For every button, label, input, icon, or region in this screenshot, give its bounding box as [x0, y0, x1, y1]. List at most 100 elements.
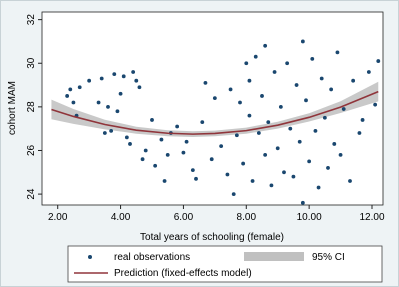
data-point — [288, 126, 293, 131]
data-point — [128, 142, 132, 146]
data-point — [291, 174, 296, 179]
y-axis-title: cohort MAM — [7, 81, 18, 135]
data-point — [175, 124, 180, 129]
data-point — [71, 100, 76, 105]
y-tick-label: 26 — [26, 144, 37, 156]
data-point — [209, 157, 214, 162]
data-point — [322, 115, 327, 120]
data-point — [162, 179, 167, 183]
data-point — [212, 96, 217, 101]
data-point — [300, 200, 305, 205]
data-point — [360, 118, 365, 122]
y-tick-label: 28 — [26, 101, 37, 113]
legend-marker — [88, 255, 92, 259]
data-point — [143, 148, 148, 153]
x-tick-label: 6.00 — [174, 212, 194, 223]
data-point — [351, 78, 356, 83]
data-point — [263, 152, 268, 157]
data-point — [275, 146, 280, 151]
data-point — [194, 176, 198, 181]
data-point — [165, 152, 170, 157]
data-point — [65, 94, 70, 98]
data-point — [263, 43, 268, 48]
data-point — [335, 50, 340, 55]
data-point — [373, 102, 378, 107]
y-tick-label: 24 — [26, 188, 37, 200]
data-point — [319, 76, 324, 81]
data-point — [285, 61, 290, 66]
data-point — [225, 172, 230, 177]
x-tick-label: 2.00 — [48, 212, 68, 223]
data-point — [184, 139, 189, 144]
data-point — [203, 80, 208, 85]
legend-label: real observations — [114, 252, 190, 263]
data-point — [121, 74, 126, 79]
x-tick-label: 4.00 — [111, 212, 131, 223]
data-point — [357, 131, 362, 135]
data-point — [131, 70, 136, 74]
data-point — [228, 87, 233, 92]
data-point — [338, 152, 343, 157]
data-point — [247, 113, 252, 118]
data-point — [329, 87, 334, 92]
data-point — [300, 39, 305, 44]
data-point — [313, 128, 318, 133]
data-point — [140, 157, 145, 162]
data-point — [282, 170, 286, 175]
data-point — [332, 142, 337, 146]
confidence-band — [51, 81, 379, 137]
data-point — [106, 104, 110, 109]
data-point — [366, 70, 371, 74]
data-point — [272, 70, 277, 74]
data-point — [341, 107, 346, 111]
data-point — [118, 91, 123, 96]
data-point — [250, 179, 255, 183]
legend-box — [67, 245, 383, 283]
data-point — [269, 183, 274, 188]
data-point — [310, 56, 315, 61]
data-point — [247, 78, 252, 83]
x-axis-title: Total years of schooling (female) — [140, 232, 284, 243]
data-point — [241, 161, 246, 166]
data-point — [200, 120, 205, 125]
x-tick-label: 12.00 — [359, 212, 384, 223]
data-point — [109, 128, 114, 133]
data-point — [297, 139, 302, 144]
data-point — [348, 179, 352, 183]
data-point — [87, 78, 92, 83]
data-point — [96, 100, 101, 105]
data-point — [307, 159, 312, 164]
legend-label: Prediction (fixed-effects model) — [114, 268, 252, 279]
data-point — [256, 131, 261, 135]
legend-label: 95% CI — [312, 252, 345, 263]
data-point — [153, 163, 158, 168]
data-point — [304, 98, 308, 103]
data-point — [134, 78, 139, 83]
x-tick-label: 8.00 — [237, 212, 257, 223]
data-point — [294, 83, 299, 87]
data-point — [137, 85, 142, 90]
data-point — [181, 150, 186, 155]
data-point — [376, 59, 381, 63]
data-point — [231, 192, 236, 196]
data-point — [115, 109, 120, 114]
legend-marker — [244, 252, 304, 261]
data-point — [326, 166, 330, 170]
data-point — [124, 135, 129, 140]
y-tick-label: 32 — [26, 14, 37, 26]
data-point — [77, 85, 82, 90]
data-point — [266, 120, 271, 125]
data-point — [253, 54, 258, 59]
data-point — [190, 168, 195, 173]
data-point — [238, 100, 242, 105]
data-point — [244, 61, 249, 66]
data-point — [234, 133, 239, 138]
data-point — [68, 87, 73, 92]
x-tick-label: 10.00 — [297, 212, 322, 223]
data-point — [150, 118, 154, 122]
fit-line — [51, 90, 379, 135]
data-point — [159, 137, 164, 142]
data-point — [260, 94, 264, 98]
data-point — [278, 104, 283, 109]
